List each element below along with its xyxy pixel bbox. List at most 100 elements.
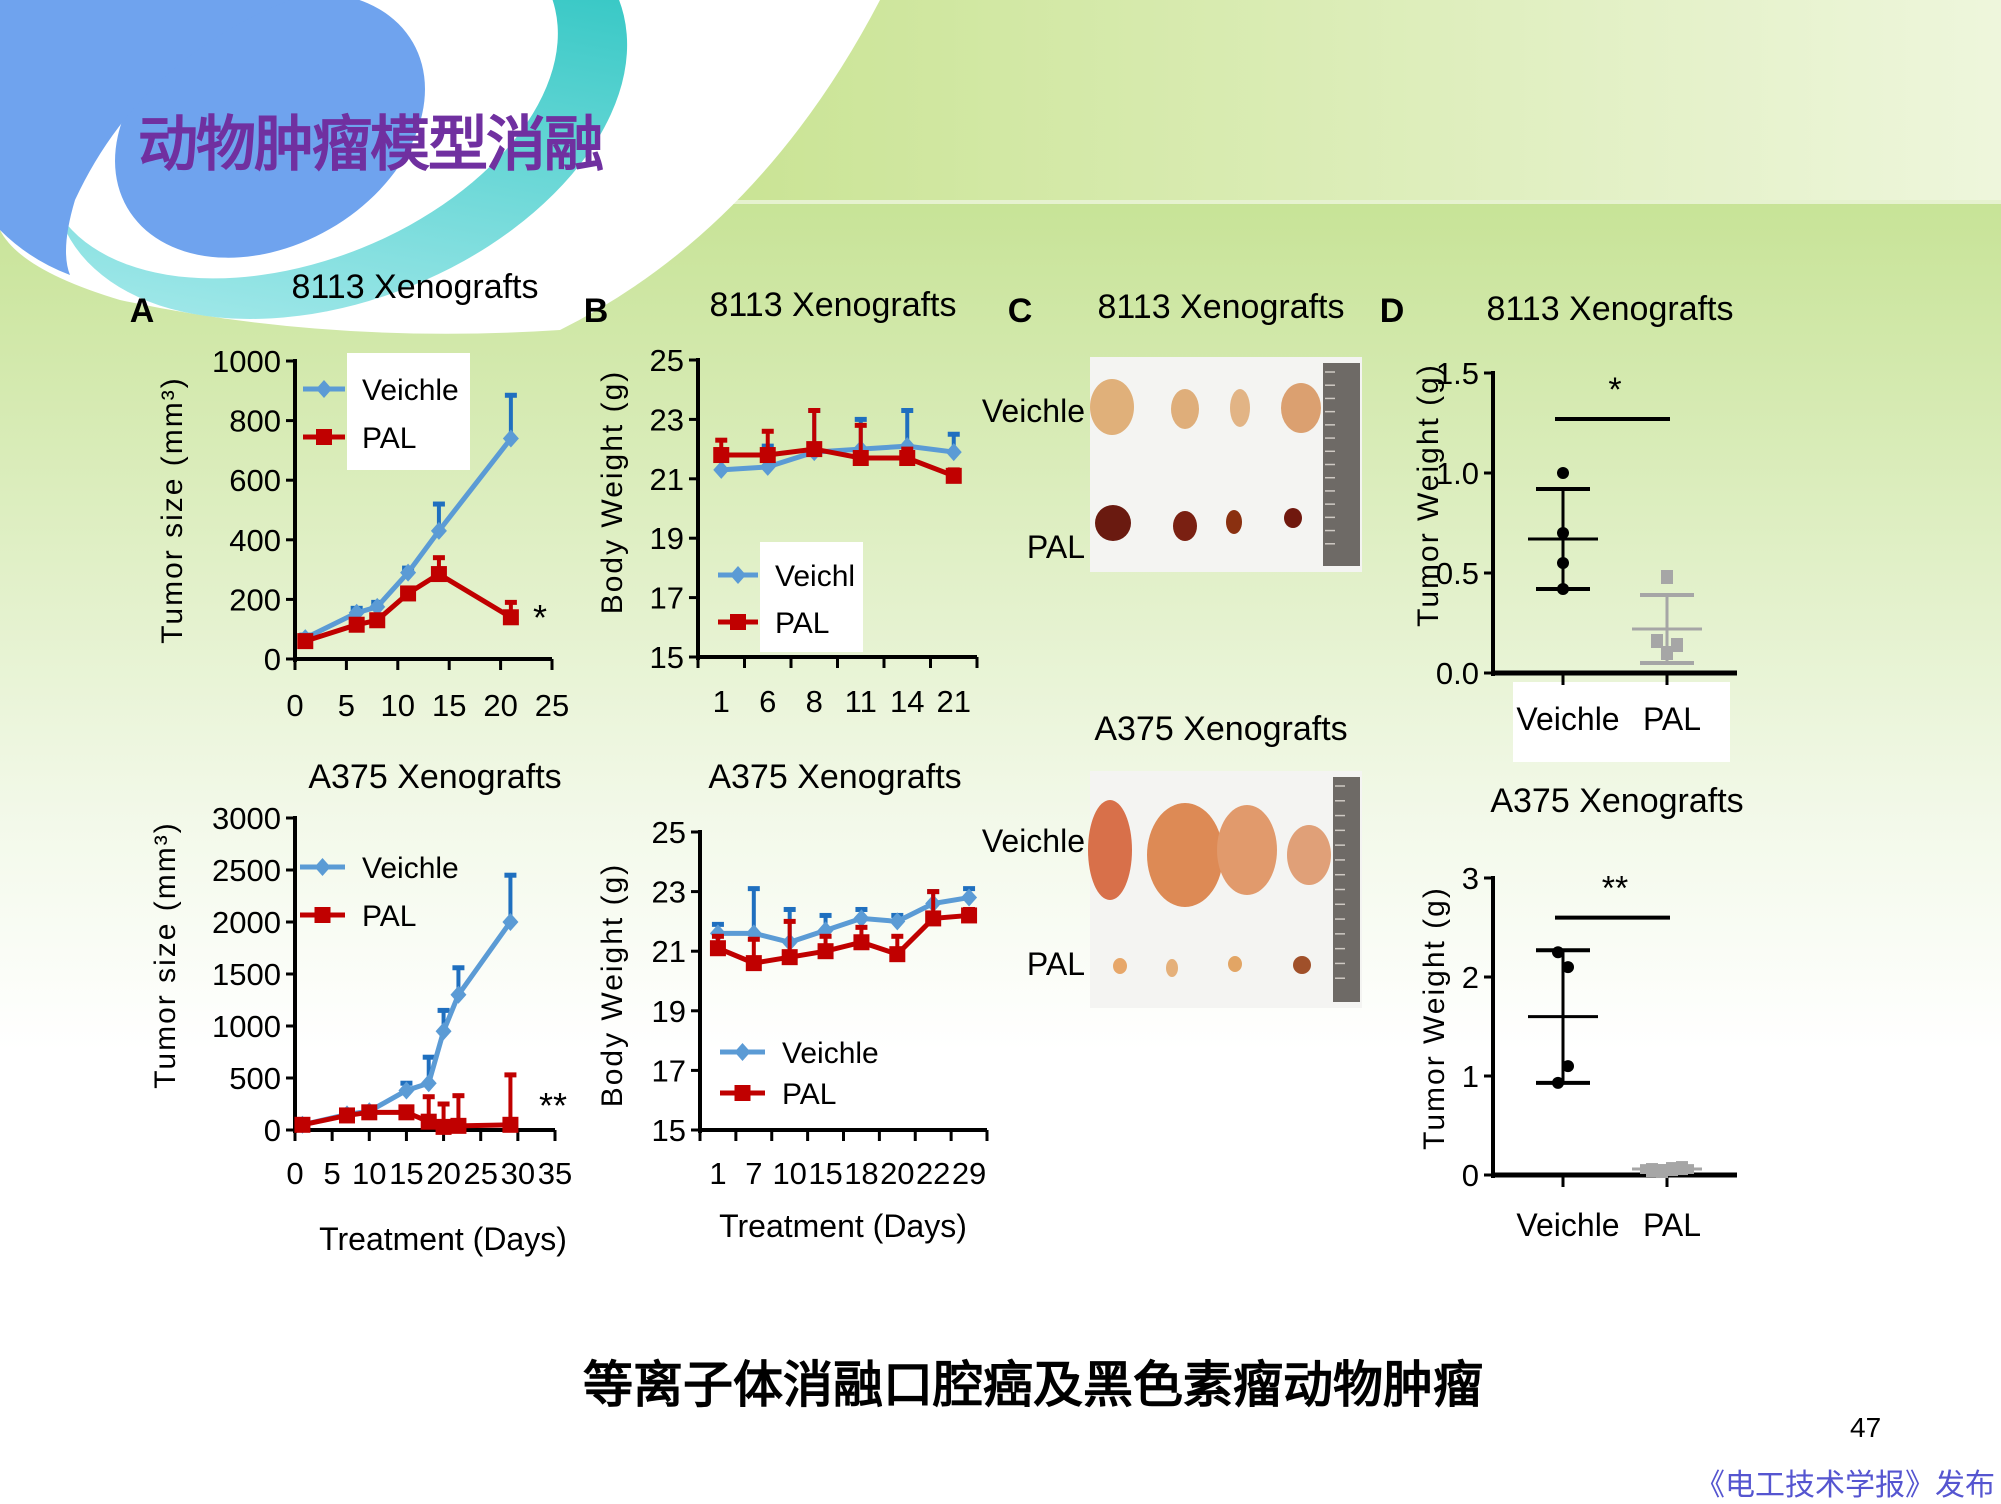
x-tick-label: 7 xyxy=(745,1156,762,1191)
data-point-square xyxy=(430,566,447,583)
tumor-specimen xyxy=(1090,379,1134,435)
data-point-square xyxy=(853,934,870,951)
y-tick-label: 0 xyxy=(1462,1158,1479,1193)
x-tick-label: 1 xyxy=(713,684,730,719)
data-point xyxy=(1666,1162,1678,1177)
data-point-square xyxy=(297,633,314,650)
tumor-specimen xyxy=(1173,511,1197,541)
panel-label: B xyxy=(584,292,609,330)
y-tick-label: 0 xyxy=(264,642,281,677)
y-tick-label: 600 xyxy=(229,463,281,498)
data-point-square xyxy=(945,467,962,484)
y-tick-label: 1 xyxy=(1462,1059,1479,1094)
y-tick-label: 500 xyxy=(229,1061,281,1096)
significance-marker: * xyxy=(533,597,547,638)
tumor-specimen xyxy=(1171,389,1199,429)
data-point xyxy=(1552,1076,1564,1089)
significance-marker: * xyxy=(1608,371,1621,409)
data-point-square xyxy=(420,1113,437,1130)
significance-marker: ** xyxy=(1602,870,1628,908)
data-point-square xyxy=(709,940,726,957)
chart-2: B 8113 Xenografts Body Weight (g) 15 17 19 21 2… xyxy=(584,286,979,719)
data-point xyxy=(1676,1161,1688,1176)
x-tick-label: 10 xyxy=(381,688,415,723)
x-tick-label: 25 xyxy=(463,1156,497,1191)
y-tick-label: 3 xyxy=(1462,861,1479,896)
legend-marker-square xyxy=(730,614,746,630)
row-label: Veichle xyxy=(982,823,1085,859)
data-point-square xyxy=(400,585,417,602)
data-point-square xyxy=(294,1116,311,1133)
chart-4: A375 Xenografts Body Weight (g) Treatment … xyxy=(596,758,989,1244)
x-tick-label: 10 xyxy=(352,1156,386,1191)
data-point-diamond xyxy=(430,521,447,540)
data-point xyxy=(1646,1163,1658,1178)
legend-box xyxy=(347,353,470,470)
tumor-specimen xyxy=(1147,803,1223,907)
panel-label: D xyxy=(1380,292,1405,330)
chart-title: 8113 Xenografts xyxy=(710,286,957,324)
data-point-square xyxy=(806,441,823,458)
data-point-diamond xyxy=(369,597,386,616)
publisher-footer: 《电工技术学报》发布 xyxy=(1695,1468,1995,1503)
legend-label: PAL xyxy=(775,607,829,640)
tumor-specimen xyxy=(1113,958,1127,974)
x-tick-label: 0 xyxy=(286,688,303,723)
slide-caption: 等离子体消融口腔癌及黑色素瘤动物肿瘤 xyxy=(583,1356,1483,1414)
photo-title: 8113 Xenografts xyxy=(1098,288,1345,326)
chart-6: A375 Xenografts Tumor Weight (g) 0 1 2 3 Veich… xyxy=(1418,782,1744,1243)
legend-marker-diamond xyxy=(314,858,331,876)
chart-title: A375 Xenografts xyxy=(1490,782,1743,820)
x-axis-label: Treatment (Days) xyxy=(319,1221,567,1257)
x-tick-label: 14 xyxy=(890,684,924,719)
y-tick-label: 0.5 xyxy=(1436,556,1479,591)
y-axis-label: Tumor size (mm³) xyxy=(149,821,182,1089)
y-tick-label: 2500 xyxy=(212,853,281,888)
data-point xyxy=(1557,583,1569,595)
data-point-square xyxy=(745,955,762,972)
y-tick-label: 19 xyxy=(650,521,684,556)
data-point-diamond xyxy=(398,1081,415,1100)
y-tick-label: 3000 xyxy=(212,801,281,836)
series-line xyxy=(721,443,955,473)
group-veichle xyxy=(1528,946,1598,1089)
significance-marker: ** xyxy=(539,1085,567,1126)
data-point-square xyxy=(852,450,869,467)
photo-title: A375 Xenografts xyxy=(1094,710,1347,748)
data-point xyxy=(1562,961,1574,974)
x-tick-label: 1 xyxy=(709,1156,726,1191)
data-point-diamond xyxy=(853,909,870,928)
data-point xyxy=(1552,946,1564,959)
legend-label: Veichle xyxy=(362,852,459,885)
group-veichle xyxy=(1528,467,1598,595)
data-point-square xyxy=(961,907,978,924)
x-tick-label: 18 xyxy=(844,1156,878,1191)
data-point-square xyxy=(889,946,906,963)
x-tick-label: Veichle xyxy=(1516,1207,1619,1243)
y-tick-label: 19 xyxy=(652,994,686,1029)
row-label: PAL xyxy=(1027,529,1085,565)
series-pal xyxy=(713,407,962,484)
tumor-photo-2 xyxy=(1088,771,1362,1008)
x-tick-label: 5 xyxy=(338,688,355,723)
data-point-square xyxy=(899,450,916,467)
data-point xyxy=(1651,634,1663,648)
data-point-diamond xyxy=(502,429,519,448)
panel-c-photos: C 8113 Xenografts A375 Xenografts Veichle PA… xyxy=(982,288,1362,1008)
x-tick-label: 20 xyxy=(483,688,517,723)
tumor-specimen xyxy=(1293,956,1311,974)
panel-label: A xyxy=(130,292,155,330)
data-point-diamond xyxy=(889,912,906,931)
y-tick-label: 2 xyxy=(1462,960,1479,995)
x-tick-label: 5 xyxy=(324,1156,341,1191)
x-tick-label: 6 xyxy=(759,684,776,719)
x-tick-label: 8 xyxy=(806,684,823,719)
slide-title: 动物肿瘤模型消融 xyxy=(138,110,604,180)
x-tick-label: 20 xyxy=(880,1156,914,1191)
y-tick-label: 23 xyxy=(652,875,686,910)
row-label: PAL xyxy=(1027,946,1085,982)
tumor-specimen xyxy=(1217,805,1277,895)
category-label-box xyxy=(1513,682,1730,762)
